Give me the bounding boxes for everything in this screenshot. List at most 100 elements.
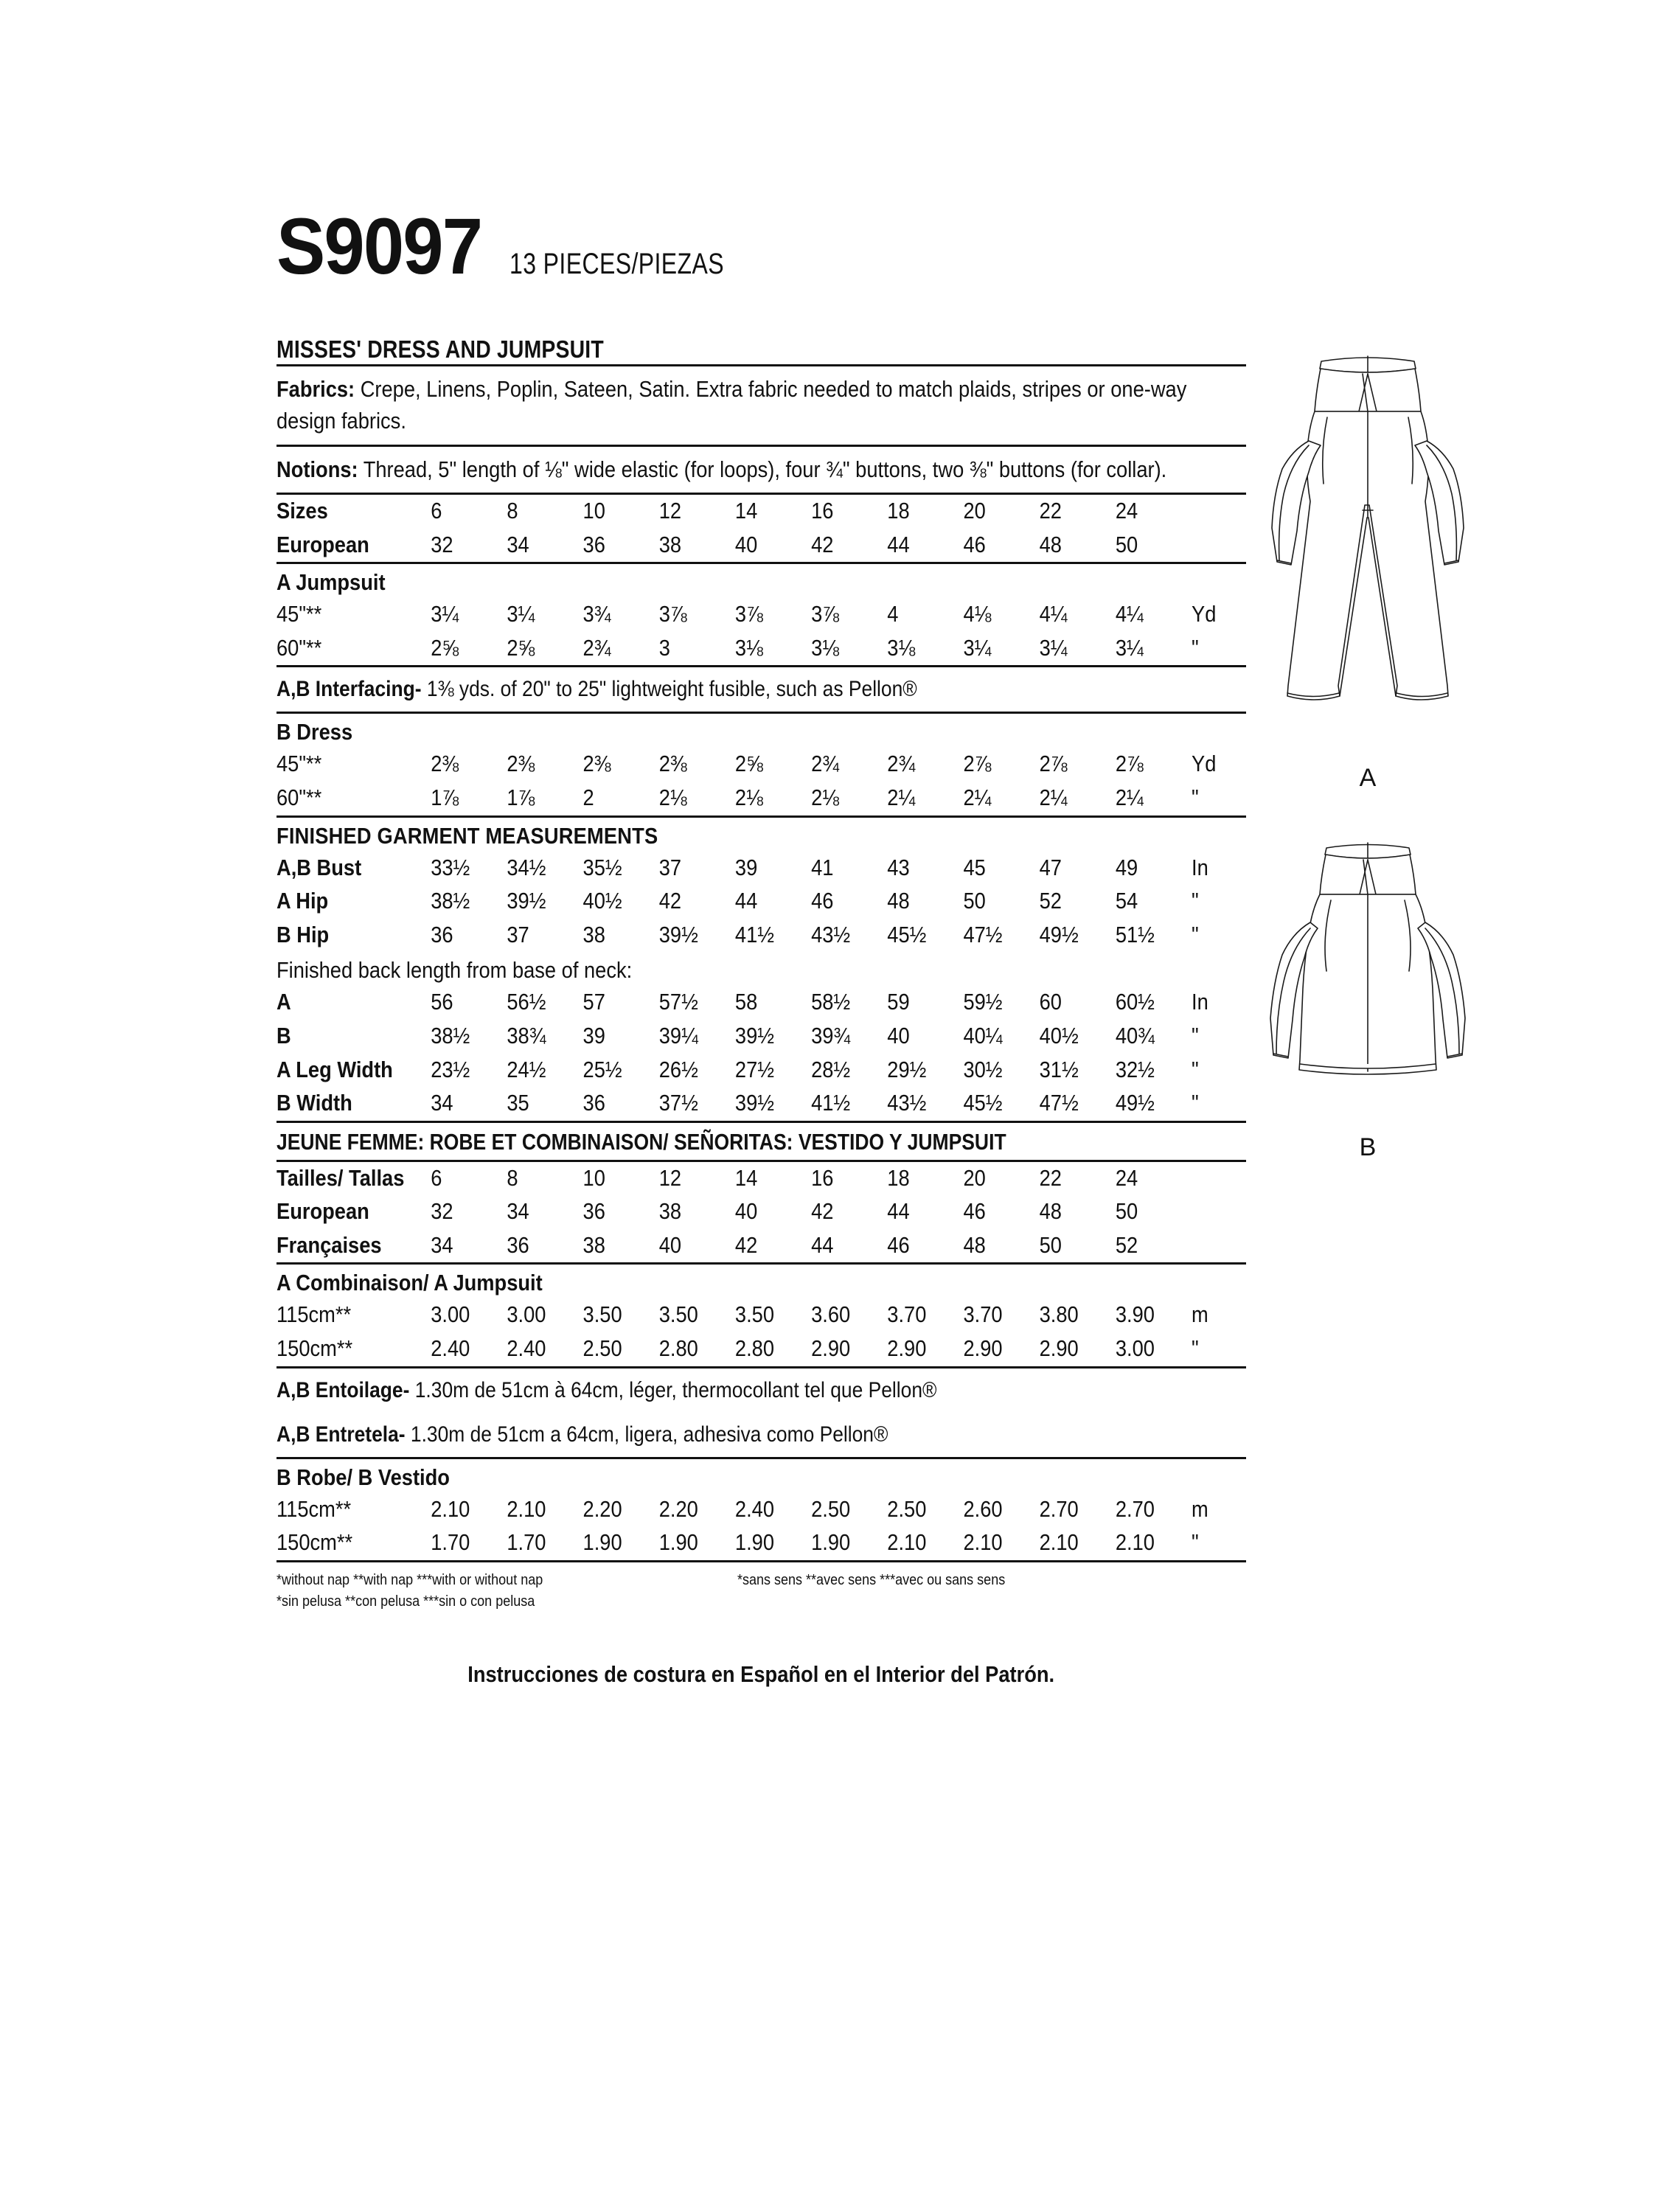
table-row: European 32 34 36 38 40 42 44 46 48 50 — [276, 1195, 1246, 1229]
table-cell: 14 — [734, 498, 758, 524]
table-cell: 39¾ — [811, 1022, 851, 1048]
row-label: Françaises — [276, 1231, 382, 1258]
table-cell: 2.50 — [887, 1495, 927, 1522]
garment-illustrations: A — [1246, 347, 1489, 1162]
table-cell: 3¼ — [507, 601, 535, 627]
finished-measurements-heading: FINISHED GARMENT MEASUREMENTS — [276, 822, 658, 849]
row-label: European — [276, 1198, 369, 1225]
table-cell: 2.40 — [507, 1335, 546, 1361]
interfacing-en-block: A,B Interfacing- 1⅜ yds. of 20" to 25" l… — [276, 667, 1246, 712]
row-label: B Hip — [276, 921, 330, 947]
table-cell: 1.70 — [431, 1529, 470, 1556]
table-cell: 57 — [582, 989, 605, 1015]
table-cell: 2⅞ — [1115, 751, 1144, 777]
figure-b-caption: B — [1359, 1133, 1377, 1161]
row-label: A — [276, 989, 291, 1015]
table-row: A 56 56½ 57 57½ 58 58½ 59 59½ 60 60½ In — [276, 986, 1246, 1020]
table-cell: 40 — [887, 1022, 910, 1048]
table-cell: 38 — [582, 1231, 605, 1258]
table-cell: 6 — [431, 1164, 442, 1191]
divider — [276, 1366, 1246, 1368]
table-cell: 3¼ — [1115, 634, 1144, 661]
table-cell: 48 — [887, 888, 910, 914]
row-label: B Width — [276, 1090, 352, 1116]
row-label: 150cm** — [276, 1529, 353, 1556]
row-unit: " — [1191, 888, 1199, 914]
row-label: 150cm** — [276, 1335, 353, 1361]
size-table: Sizes 6 8 10 12 14 16 18 20 22 24 European 32 34 36 38 4… — [276, 495, 1246, 562]
figure-a-caption: A — [1359, 764, 1377, 792]
row-unit: In — [1191, 989, 1208, 1015]
row-unit — [1192, 1229, 1246, 1263]
nap-footnote-es: *sin pelusa **con pelusa ***sin o con pe… — [276, 1593, 535, 1610]
entretela-block: A,B Entretela- 1.30m de 51cm a 64cm, lig… — [276, 1413, 1246, 1457]
divider — [276, 665, 1246, 668]
table-cell: 8 — [507, 1164, 518, 1191]
table-cell: 46 — [963, 531, 986, 557]
row-label: A,B Bust — [276, 854, 362, 880]
table-cell: 30½ — [963, 1056, 1003, 1082]
table-cell: 2.70 — [1115, 1495, 1155, 1522]
table-cell: 43 — [887, 854, 910, 880]
interfacing-en-label: A,B Interfacing- — [276, 677, 422, 702]
table-cell: 45½ — [887, 921, 927, 947]
finished-measurements-table: A,B Bust 33½ 34½ 35½ 37 39 41 43 45 47 49 In A Hip 38… — [276, 852, 1246, 953]
table-cell: 36 — [507, 1231, 529, 1258]
table-cell: 2.10 — [963, 1529, 1003, 1556]
table-cell: 1⅞ — [507, 785, 535, 811]
table-cell: 36 — [582, 1090, 605, 1116]
table-cell: 2¾ — [887, 751, 916, 777]
table-cell: 2¼ — [1039, 785, 1068, 811]
table-cell: 50 — [963, 888, 986, 914]
table-cell: 3⅞ — [734, 601, 763, 627]
table-cell: 2.10 — [1115, 1529, 1155, 1556]
table-cell: 4¼ — [1039, 601, 1068, 627]
table-cell: 40½ — [582, 888, 622, 914]
table-cell: 3 — [658, 634, 670, 661]
table-cell: 60 — [1039, 989, 1062, 1015]
table-cell: 46 — [963, 1198, 986, 1225]
row-unit: " — [1191, 1056, 1199, 1082]
table-cell: 2.90 — [887, 1335, 927, 1361]
table-cell: 36 — [582, 531, 605, 557]
spanish-instructions-note: Instrucciones de costura en Español en e… — [467, 1660, 1055, 1687]
entretela-text: 1.30m de 51cm a 64cm, ligera, adhesiva c… — [405, 1422, 888, 1447]
table-cell: 2¼ — [887, 785, 916, 811]
table-cell: 41½ — [811, 1090, 851, 1116]
table-cell: 8 — [507, 498, 518, 524]
table-cell: 40½ — [1039, 1022, 1079, 1048]
table-row: 45"** 2⅜ 2⅜ 2⅜ 2⅜ 2⅝ 2¾ 2¾ 2⅞ 2⅞ 2⅞ Yd — [276, 748, 1246, 782]
table-cell: 40 — [734, 1198, 758, 1225]
back-length-table: A 56 56½ 57 57½ 58 58½ 59 59½ 60 60½ In B 38½ 38¾ 39 39¼… — [276, 986, 1246, 1120]
table-cell: 47 — [1039, 854, 1062, 880]
row-unit: " — [1191, 1529, 1199, 1556]
table-cell: 2⅝ — [431, 634, 459, 661]
table-cell: 2.50 — [811, 1495, 851, 1522]
table-cell: 34 — [507, 531, 529, 557]
header: S9097 13 PIECES/PIEZAS — [276, 201, 778, 291]
table-cell: 45 — [963, 854, 986, 880]
table-cell: 1.90 — [811, 1529, 851, 1556]
table-row: 60"** 1⅞ 1⅞ 2 2⅛ 2⅛ 2⅛ 2¼ 2¼ 2¼ 2¼ " — [276, 782, 1246, 815]
table-cell: 2⅜ — [507, 751, 535, 777]
table-cell: 24 — [1115, 498, 1138, 524]
intl-size-table: Tailles/ Tallas 6 8 10 12 14 16 18 20 22 24 Europea… — [276, 1162, 1246, 1263]
back-length-label: Finished back length from base of neck: — [276, 957, 633, 984]
page-title: MISSES' DRESS AND JUMPSUIT — [276, 335, 604, 363]
row-unit: Yd — [1191, 601, 1217, 627]
robe-b-table: 115cm** 2.10 2.10 2.20 2.20 2.40 2.50 2.50 2.60 2… — [276, 1493, 1246, 1560]
row-unit: " — [1191, 1090, 1199, 1116]
table-row: A,B Bust 33½ 34½ 35½ 37 39 41 43 45 47 49 In — [276, 852, 1246, 886]
table-cell: 46 — [887, 1231, 910, 1258]
notions-label: Notions: — [276, 456, 358, 482]
pattern-number: S9097 — [276, 201, 483, 291]
table-row: 150cm** 2.40 2.40 2.50 2.80 2.80 2.90 2.90 2.90 2… — [276, 1332, 1246, 1366]
table-cell: 2.60 — [963, 1495, 1003, 1522]
row-unit: " — [1191, 921, 1199, 947]
table-cell: 2.10 — [1039, 1529, 1079, 1556]
row-label: A Leg Width — [276, 1056, 393, 1082]
row-label: Tailles/ Tallas — [276, 1164, 405, 1191]
row-unit: In — [1191, 854, 1208, 880]
table-row: 115cm** 3.00 3.00 3.50 3.50 3.50 3.60 3.70 3.70 3… — [276, 1298, 1246, 1332]
